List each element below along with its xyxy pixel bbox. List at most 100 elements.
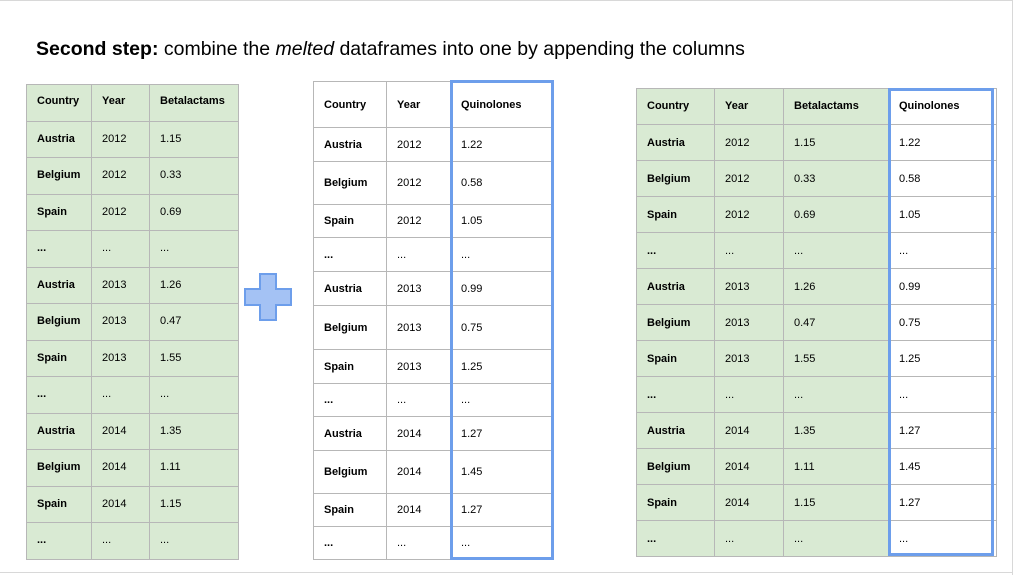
table-cell: 1.22: [888, 124, 997, 161]
table-cell: 0.58: [450, 161, 554, 205]
table-row: Belgium 2013 0.47 0.75: [636, 304, 997, 341]
table-cell: 2013: [386, 305, 451, 350]
table-cell: ...: [636, 232, 715, 269]
table-cell: Spain: [636, 484, 715, 521]
table-cell: 2012: [91, 193, 150, 231]
table-row: ............: [636, 520, 997, 557]
frame-top-border: [0, 0, 1012, 1]
table-cell: ...: [450, 237, 554, 272]
betalactams-table: Country Year Betalactams Austria 2012 1.15 Bel…: [26, 84, 239, 560]
table-cell: Spain: [313, 349, 387, 384]
table-row: Spain 2013 1.55: [26, 339, 239, 377]
table-row: Belgium 2012 0.33 0.58: [636, 160, 997, 197]
table-row: Spain 2014 1.15: [26, 485, 239, 523]
table-cell: 1.25: [888, 340, 997, 377]
table-row: Belgium 2012 0.33: [26, 157, 239, 195]
table-cell: 2014: [714, 484, 784, 521]
table-cell: 2012: [91, 157, 150, 195]
table-cell: ...: [450, 383, 554, 417]
table-cell: 2014: [386, 450, 451, 494]
table-row: Belgium 2012 0.58: [313, 161, 554, 205]
table-row: Austria 2012 1.15: [26, 120, 239, 158]
frame-bottom-border: [0, 572, 1013, 573]
title-text-after: dataframes into one by appending the col…: [334, 38, 745, 60]
table-row: Belgium 2013 0.47: [26, 303, 239, 341]
table-cell: 2012: [714, 160, 784, 197]
table-cell: 0.69: [149, 193, 239, 231]
header-row: Country Year Betalactams: [26, 84, 239, 122]
table-row: .........: [313, 383, 554, 417]
table-cell: 2013: [714, 304, 784, 341]
table-row: .........: [26, 522, 239, 560]
table-cell: 0.75: [450, 305, 554, 350]
table-cell: ...: [386, 383, 451, 417]
column-header: Year: [386, 81, 451, 128]
table-cell: 2014: [386, 416, 451, 451]
table-cell: 1.27: [888, 412, 997, 449]
table-row: Spain 2012 0.69: [26, 193, 239, 231]
table-cell: Belgium: [313, 305, 387, 350]
column-header: Country: [313, 81, 387, 128]
table-cell: Spain: [26, 193, 92, 231]
table-cell: 2013: [714, 340, 784, 377]
table-cell: ...: [888, 376, 997, 413]
table-cell: 1.15: [783, 124, 889, 161]
table-cell: ...: [26, 522, 92, 560]
table-cell: ...: [91, 230, 150, 268]
table-cell: ...: [714, 376, 784, 413]
table-cell: 2014: [714, 448, 784, 485]
slide-title: Second step: combine the melted datafram…: [36, 38, 745, 61]
table-cell: 2013: [386, 271, 451, 306]
table-cell: 2013: [714, 268, 784, 305]
table-cell: 2013: [91, 303, 150, 341]
table-row: Spain 2013 1.55 1.25: [636, 340, 997, 377]
table-row: Spain 2012 0.69 1.05: [636, 196, 997, 233]
table-cell: 1.45: [450, 450, 554, 494]
table-cell: 2012: [386, 204, 451, 238]
table-cell: 1.15: [149, 485, 239, 523]
table-cell: 1.27: [450, 493, 554, 527]
table-row: ............: [636, 376, 997, 413]
table-cell: ...: [26, 376, 92, 414]
table-cell: Austria: [313, 416, 387, 451]
table-cell: 1.27: [888, 484, 997, 521]
table-cell: Austria: [26, 266, 92, 304]
column-header: Betalactams: [149, 84, 239, 122]
table-cell: Belgium: [26, 449, 92, 487]
table-cell: Austria: [313, 127, 387, 162]
table-cell: 2014: [91, 485, 150, 523]
table-cell: 0.47: [149, 303, 239, 341]
table-cell: Spain: [313, 493, 387, 527]
table-row: Belgium 2013 0.75: [313, 305, 554, 350]
table-cell: ...: [714, 520, 784, 557]
table-cell: 2014: [386, 493, 451, 527]
table-cell: ...: [149, 522, 239, 560]
table-cell: ...: [386, 526, 451, 560]
combined-table: Country Year Betalactams Quinolones Austria 2…: [636, 88, 997, 557]
table-cell: 1.15: [149, 120, 239, 158]
column-header: Quinolones: [450, 81, 554, 128]
table-cell: ...: [91, 522, 150, 560]
table-cell: Austria: [636, 412, 715, 449]
table-cell: ...: [783, 520, 889, 557]
table-cell: 0.58: [888, 160, 997, 197]
table-cell: 0.47: [783, 304, 889, 341]
table-cell: 1.25: [450, 349, 554, 384]
table-cell: Belgium: [313, 450, 387, 494]
table-cell: 0.69: [783, 196, 889, 233]
table-row: Spain 2014 1.15 1.27: [636, 484, 997, 521]
title-text-before: combine the: [158, 38, 276, 60]
table-cell: Austria: [636, 124, 715, 161]
table-cell: ...: [386, 237, 451, 272]
table-cell: ...: [783, 376, 889, 413]
table-cell: ...: [26, 230, 92, 268]
table-row: Belgium 2014 1.11: [26, 449, 239, 487]
table-cell: Belgium: [636, 304, 715, 341]
table-cell: ...: [313, 526, 387, 560]
table-cell: 1.35: [149, 412, 239, 450]
table-row: Spain 2012 1.05: [313, 204, 554, 238]
table-cell: ...: [783, 232, 889, 269]
table-cell: 0.75: [888, 304, 997, 341]
table-cell: 1.05: [450, 204, 554, 238]
table-cell: 2013: [386, 349, 451, 384]
